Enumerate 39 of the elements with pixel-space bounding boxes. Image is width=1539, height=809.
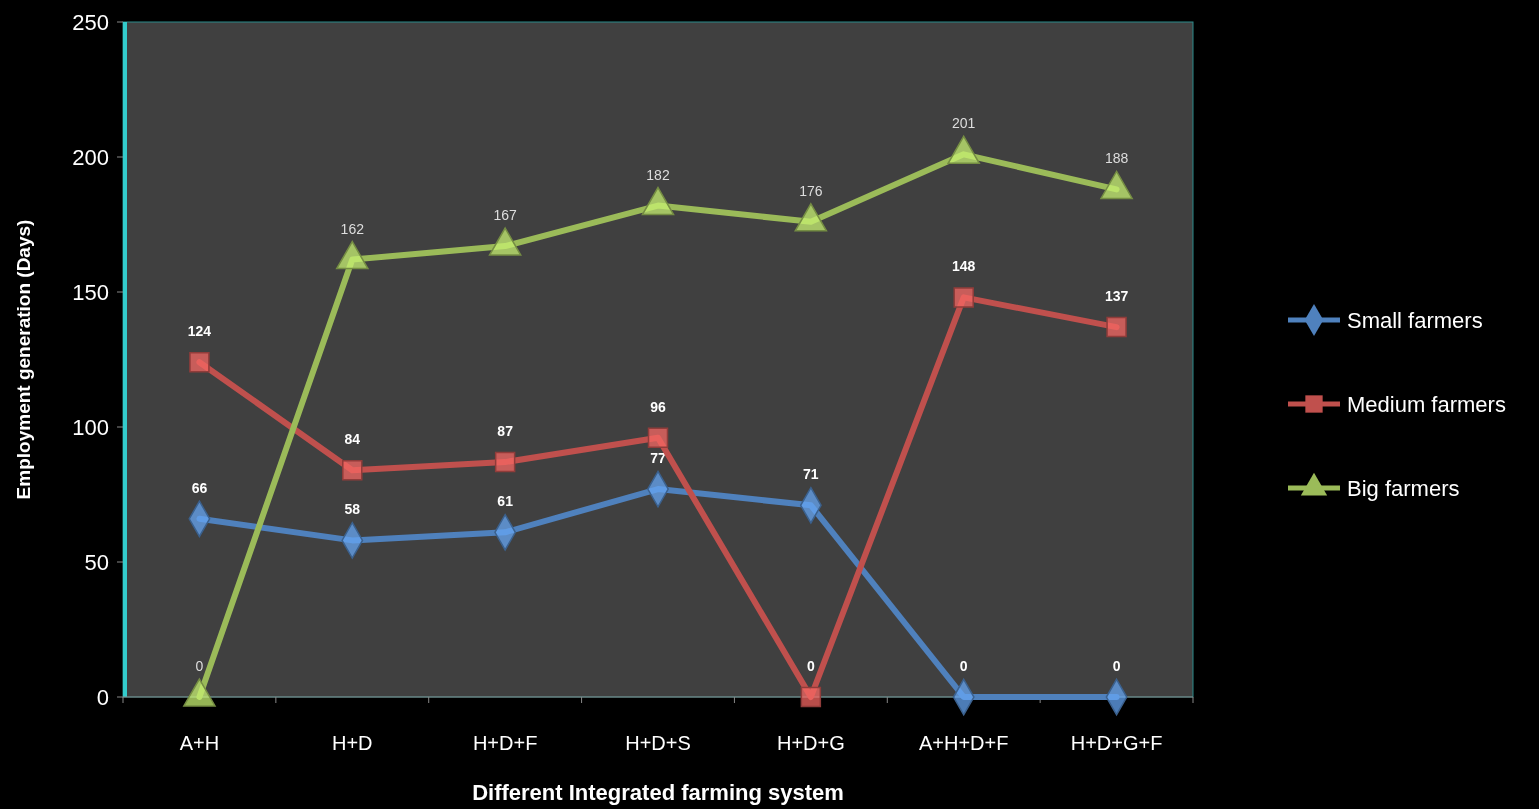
x-tick-label: H+D	[332, 732, 373, 754]
data-label: 0	[806, 658, 815, 674]
data-label: 96	[650, 398, 666, 415]
data-label: 77	[650, 450, 666, 467]
x-tick-label: H+D+G+F	[1070, 732, 1163, 754]
y-tick-label: 0	[96, 684, 109, 710]
data-label: 66	[191, 479, 208, 496]
data-label: 87	[497, 423, 514, 440]
data-label: 61	[497, 493, 514, 510]
data-label: 124	[187, 323, 212, 340]
x-tick-label: A+H	[179, 732, 220, 754]
data-label: 167	[493, 207, 518, 224]
data-label: 182	[646, 166, 670, 183]
data-label: 84	[344, 431, 361, 448]
x-tick-label: H+D+S	[625, 732, 691, 754]
data-label: 162	[340, 220, 365, 237]
data-label: 176	[799, 182, 823, 199]
x-tick-label: H+D+F	[472, 732, 538, 754]
y-tick-label: 250	[72, 9, 109, 35]
y-tick-label: 200	[72, 144, 109, 170]
data-label: 0	[959, 658, 968, 674]
legend-label: Medium farmers	[1347, 391, 1506, 417]
legend-label: Big farmers	[1347, 475, 1460, 501]
data-label: 137	[1104, 288, 1129, 305]
x-tick-label: A+H+D+F	[918, 732, 1009, 754]
y-tick-label: 100	[72, 414, 109, 440]
y-tick-label: 50	[84, 549, 109, 575]
legend-label: Small farmers	[1347, 307, 1483, 333]
y-axis-title: Employment generation (Days)	[13, 219, 34, 500]
data-label: 58	[344, 501, 361, 518]
x-tick-label: H+D+G	[776, 732, 845, 754]
data-label: 148	[952, 258, 976, 275]
data-label: 0	[195, 658, 204, 674]
data-label: 188	[1104, 150, 1129, 167]
data-label: 201	[952, 115, 976, 132]
x-axis-title: Different Integrated farming system	[472, 780, 844, 805]
y-tick-label: 150	[72, 279, 109, 305]
data-label: 71	[803, 466, 819, 483]
data-label: 0	[1112, 658, 1121, 674]
